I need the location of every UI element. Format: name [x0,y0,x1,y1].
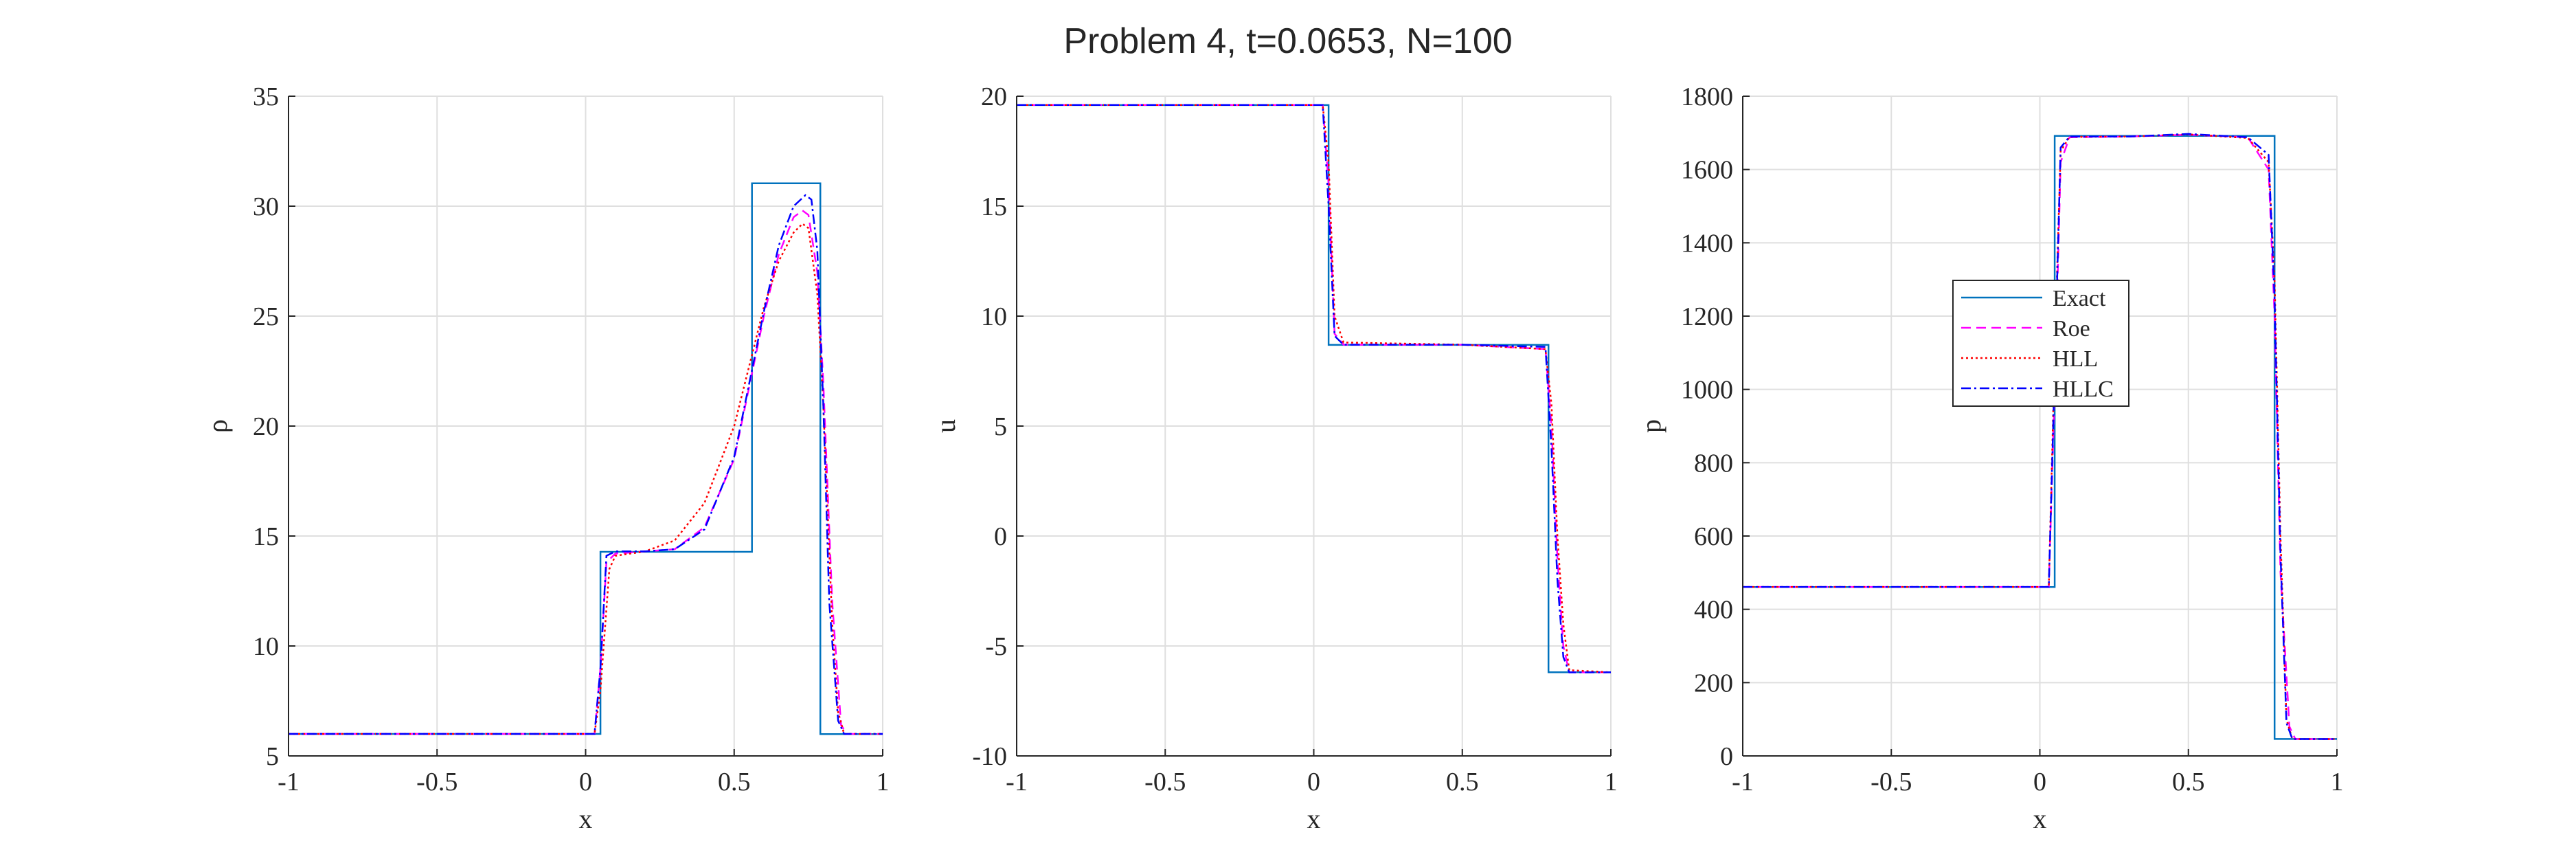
x-tick-label: 0.5 [2172,768,2205,796]
y-tick-label: 1600 [1681,156,1733,185]
x-axis-label: x [579,803,593,834]
y-tick-label: -5 [985,632,1007,661]
y-tick-label: 1000 [1681,376,1733,405]
y-tick-label: 1800 [1681,82,1733,111]
chart-panel-2: -1 -0.5 0 0.5 1 -10 -5 0 5 10 15 20 x u [930,82,1618,834]
y-tick-label: 600 [1694,522,1733,551]
y-tick-label: 10 [981,302,1007,331]
series-line-hllc [1017,104,1611,673]
y-tick-label: 0 [1720,742,1733,771]
y-axis-label: ρ [202,419,233,433]
x-tick-label: 0.5 [718,768,751,796]
series-line-exact [289,182,883,735]
y-tick-label: 15 [253,522,279,551]
y-axis-label: u [930,419,961,433]
series-line-hllc [289,194,883,735]
x-tick-label: -1 [278,768,300,796]
legend-label-exact: Exact [2053,286,2106,311]
legend-label-roe: Roe [2053,316,2090,342]
y-tick-label: 20 [981,82,1007,111]
x-tick-label: 0 [579,768,592,796]
y-tick-label: 5 [994,412,1007,441]
x-tick-label: 0 [1307,768,1320,796]
x-tick-label: -0.5 [1144,768,1186,796]
legend: Exact Roe HLL HLLC [1952,280,2129,407]
y-tick-label: 15 [981,192,1007,221]
series-line-hll [289,222,883,735]
legend-box [1952,280,2129,407]
x-axis-label: x [1307,803,1321,834]
y-tick-label: 400 [1694,596,1733,625]
x-tick-label: -1 [1732,768,1754,796]
y-tick-label: 25 [253,302,279,331]
x-tick-label: 1 [1605,768,1618,796]
figure-title: Problem 4, t=0.0653, N=100 [1063,21,1513,61]
y-tick-label: -10 [972,742,1007,771]
y-tick-label: 5 [266,742,279,771]
x-tick-label: 0.5 [1446,768,1479,796]
legend-label-hllc: HLLC [2053,377,2114,402]
x-tick-label: 1 [2331,768,2344,796]
y-tick-label: 1200 [1681,302,1733,331]
x-tick-label: -1 [1006,768,1028,796]
x-tick-label: 1 [877,768,890,796]
chart-panel-3: -1 -0.5 0 0.5 1 0 200 400 600 800 1000 1200 1400 1600… [1636,82,2344,834]
x-axis-label: x [2033,803,2047,834]
legend-label-hll: HLL [2053,346,2098,372]
x-tick-label: -0.5 [416,768,457,796]
y-axis-label: p [1636,419,1667,433]
y-tick-label: 20 [253,412,279,441]
series-line-roe [1743,133,2337,740]
x-tick-label: -0.5 [1871,768,1912,796]
y-tick-label: 200 [1694,669,1733,698]
y-tick-label: 0 [994,522,1007,551]
y-tick-label: 35 [253,82,279,111]
y-tick-label: 30 [253,192,279,221]
y-tick-label: 10 [253,632,279,661]
series-line-roe [1017,104,1611,673]
series-line-hll [1017,104,1612,673]
y-tick-label: 1400 [1681,229,1733,258]
x-tick-label: 0 [2033,768,2046,796]
y-tick-label: 800 [1694,449,1733,478]
